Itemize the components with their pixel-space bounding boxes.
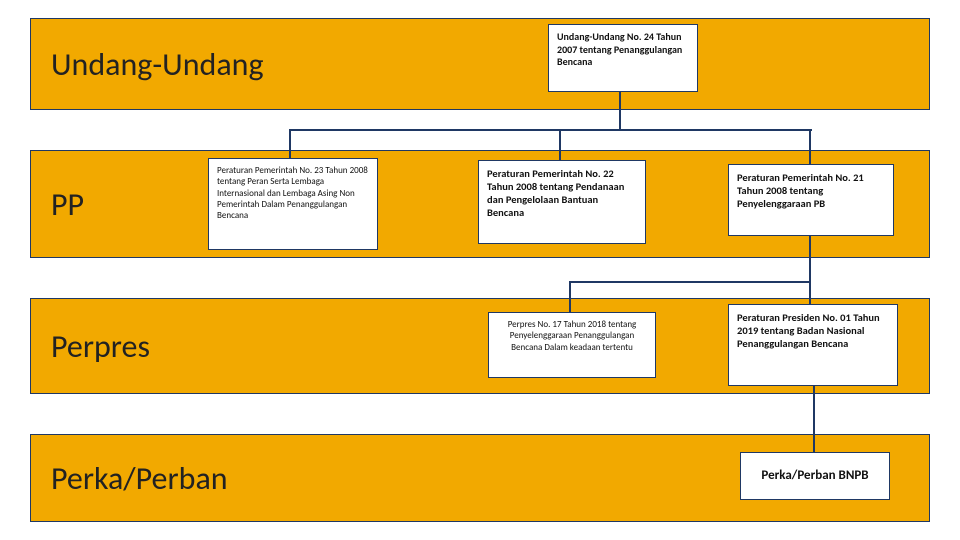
node-pp21: Peraturan Pemerintah No. 21 Tahun 2008 t… [728, 164, 894, 236]
node-text: Perpres No. 17 Tahun 2018 tentang Penyel… [508, 319, 637, 353]
connector [809, 282, 811, 304]
row-title-perpres: Perpres [31, 327, 150, 366]
node-perpres17: Perpres No. 17 Tahun 2018 tentang Penyel… [488, 312, 656, 378]
node-text: Peraturan Pemerintah No. 21 Tahun 2008 t… [737, 171, 864, 210]
node-text: Perka/Perban BNPB [761, 468, 868, 484]
connector [289, 129, 812, 131]
connector [559, 130, 561, 160]
row-title-uu: Undang-Undang [31, 45, 264, 84]
row-title-perka: Perka/Perban [31, 459, 228, 498]
connector [569, 282, 571, 312]
row-title-pp: PP [31, 185, 84, 224]
node-text: Peraturan Pemerintah No. 23 Tahun 2008 t… [217, 165, 368, 221]
connector [289, 130, 291, 158]
node-perpres01: Peraturan Presiden No. 01 Tahun 2019 ten… [728, 304, 898, 386]
node-uu24: Undang-Undang No. 24 Tahun 2007 tentang … [548, 24, 698, 92]
node-text: Peraturan Presiden No. 01 Tahun 2019 ten… [737, 311, 880, 350]
connector [619, 92, 621, 130]
connector [809, 130, 811, 164]
node-pp23: Peraturan Pemerintah No. 23 Tahun 2008 t… [208, 158, 378, 250]
connector [813, 386, 815, 452]
node-text: Peraturan Pemerintah No. 22 Tahun 2008 t… [487, 167, 624, 219]
node-perkabnpb: Perka/Perban BNPB [740, 452, 890, 500]
connector [569, 281, 811, 283]
node-text: Undang-Undang No. 24 Tahun 2007 tentang … [557, 30, 682, 68]
connector [809, 236, 811, 282]
node-pp22: Peraturan Pemerintah No. 22 Tahun 2008 t… [478, 160, 646, 244]
row-undang-undang: Undang-Undang [30, 18, 930, 110]
